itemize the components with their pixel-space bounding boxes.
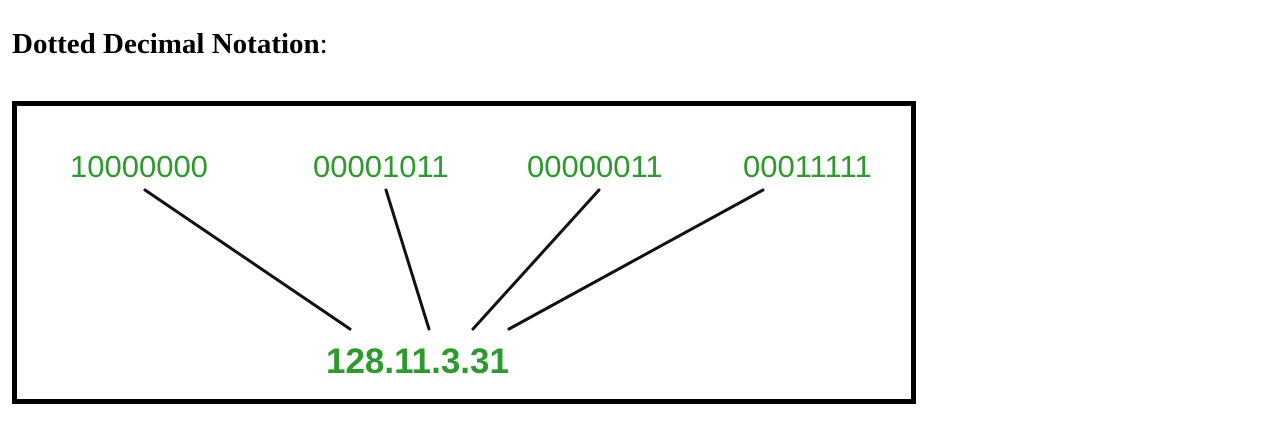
octet-1-binary: 10000000 bbox=[70, 149, 208, 184]
octet-2-binary: 00001011 bbox=[313, 149, 449, 184]
octet-4-binary: 00011111 bbox=[743, 149, 872, 184]
heading-title: Dotted Decimal Notation bbox=[12, 28, 320, 60]
octet-3-binary: 00000011 bbox=[527, 149, 663, 184]
section-heading: Dotted Decimal Notation: bbox=[12, 28, 328, 61]
heading-colon: : bbox=[319, 28, 328, 60]
connector-line-octet-1 bbox=[143, 188, 352, 331]
connector-line-octet-4 bbox=[507, 188, 765, 331]
dotted-decimal-diagram: 10000000 00001011 00000011 00011111 128.… bbox=[12, 101, 916, 404]
connector-line-octet-2 bbox=[384, 188, 431, 331]
diagram-canvas: 10000000 00001011 00000011 00011111 128.… bbox=[70, 149, 872, 381]
connector-line-octet-3 bbox=[471, 188, 601, 331]
dotted-decimal-address: 128.11.3.31 bbox=[326, 342, 509, 381]
